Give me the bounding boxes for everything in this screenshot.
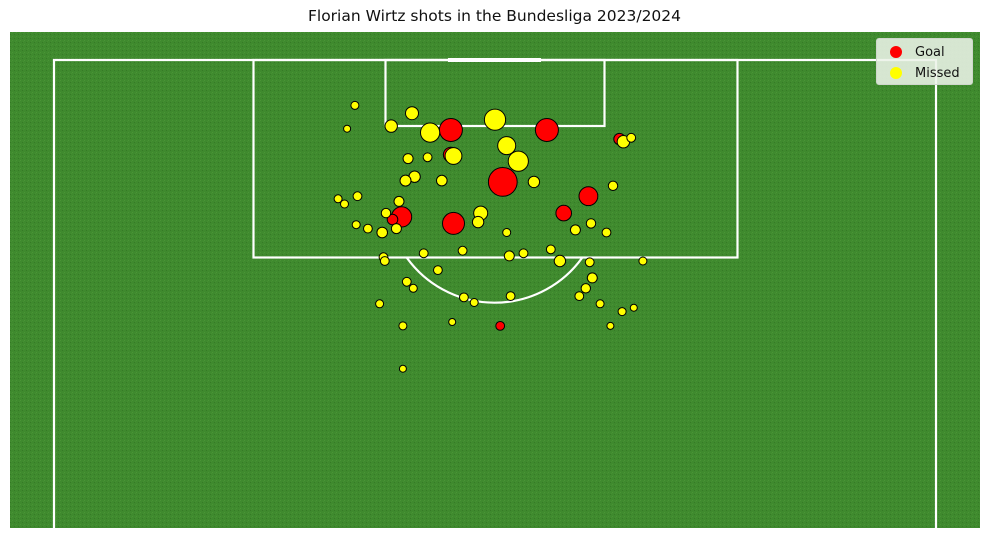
shot-missed-51 [505, 291, 516, 302]
shot-missed-31 [569, 224, 581, 236]
shot-goal-0 [438, 118, 463, 142]
shot-missed-45 [408, 283, 418, 293]
shot-missed-55 [629, 303, 638, 312]
shot-missed-17 [607, 180, 619, 192]
shot-missed-44 [401, 276, 412, 287]
shot-missed-3 [483, 108, 507, 131]
legend: Goal Missed [876, 38, 973, 85]
shot-missed-12 [399, 174, 412, 187]
shot-missed-35 [379, 256, 390, 266]
chart-title: Florian Wirtz shots in the Bundesliga 20… [307, 7, 682, 25]
shot-missed-57 [398, 321, 408, 331]
shot-missed-28 [471, 215, 485, 229]
shot-missed-40 [553, 254, 567, 268]
shot-missed-0 [350, 100, 360, 110]
shot-missed-7 [507, 150, 529, 172]
shot-goal-4 [578, 186, 599, 207]
shot-missed-9 [402, 153, 414, 165]
shot-goal-10 [495, 321, 506, 331]
pitch-surface [10, 32, 980, 528]
shot-missed-48 [574, 291, 585, 302]
legend-label-missed: Missed [915, 65, 960, 81]
shot-missed-16 [626, 132, 637, 143]
shot-missed-41 [584, 257, 595, 268]
legend-goal-marker [881, 46, 911, 58]
shot-missed-32 [601, 227, 612, 238]
legend-item-missed: Missed [877, 63, 974, 83]
penalty-arc [406, 257, 583, 304]
shot-missed-23 [351, 220, 361, 230]
shot-missed-2 [384, 119, 398, 133]
shot-missed-13 [436, 174, 448, 187]
shot-missed-46 [586, 272, 598, 284]
shot-missed-49 [459, 292, 469, 303]
shot-missed-21 [393, 195, 405, 207]
shot-missed-25 [376, 226, 389, 239]
shot-missed-8 [444, 147, 463, 165]
shot-missed-20 [352, 191, 363, 202]
shot-missed-22 [380, 207, 392, 219]
shot-missed-18 [333, 194, 343, 204]
shot-missed-56 [448, 318, 457, 326]
shot-missed-50 [469, 298, 479, 307]
shot-missed-29 [502, 228, 512, 237]
shot-missed-24 [363, 223, 373, 234]
shot-missed-54 [617, 307, 627, 317]
shot-missed-14 [527, 175, 541, 189]
shot-missed-19 [340, 199, 349, 209]
shot-missed-39 [518, 248, 529, 259]
shot-missed-43 [433, 265, 443, 276]
shot-missed-47 [580, 283, 591, 294]
legend-label-goal: Goal [915, 44, 945, 60]
shot-missed-58 [606, 321, 615, 330]
shot-goal-1 [534, 118, 559, 142]
shot-missed-38 [503, 250, 515, 262]
shot-missed-59 [398, 364, 407, 373]
shot-missed-36 [418, 248, 429, 259]
shot-missed-53 [595, 299, 605, 309]
shot-goal-7 [442, 211, 465, 235]
shot-goal-3 [487, 167, 518, 197]
shot-missed-4 [420, 122, 441, 143]
shot-missed-42 [638, 256, 648, 266]
shot-missed-10 [422, 152, 433, 163]
legend-item-goal: Goal [877, 42, 974, 62]
shot-missed-26 [390, 223, 402, 235]
shot-goal-6 [555, 204, 573, 222]
shot-missed-37 [457, 245, 468, 256]
shot-missed-6 [343, 124, 352, 133]
legend-missed-marker [881, 67, 911, 79]
shots-layer [333, 100, 648, 373]
shot-missed-52 [375, 299, 385, 309]
shot-missed-1 [405, 106, 419, 121]
shot-missed-30 [585, 218, 597, 229]
shot-missed-5 [497, 136, 517, 156]
shot-missed-33 [545, 244, 556, 255]
